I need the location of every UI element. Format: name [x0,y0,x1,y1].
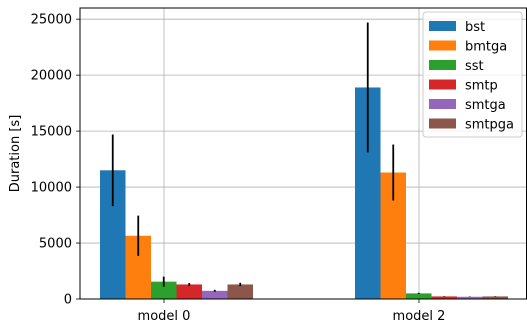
bar-smtp [176,284,202,299]
bar-sst [406,293,432,299]
legend-swatch [429,21,456,31]
legend-label: smtga [465,98,506,113]
x-tick-label: model 2 [393,309,446,324]
bar-smtpga [482,296,508,299]
y-tick-label: 15000 [31,125,72,140]
legend-label: bst [465,20,485,35]
legend-swatch [429,40,456,51]
legend-label: sst [465,59,484,74]
legend-swatch [429,99,456,109]
legend: bst bmtga sst smtp smtga smtpga [422,11,523,138]
bar-sst [151,281,177,299]
y-tick-label: 10000 [31,181,72,196]
bars [100,87,508,299]
y-tick-label: 25000 [31,13,72,28]
x-tick-label: model 0 [138,309,191,324]
bar-smtga [457,296,483,299]
y-tick-label: 0 [64,293,72,308]
grid-lines [80,8,527,300]
bar-smtpga [227,284,253,299]
legend-label: smtpga [465,118,514,133]
y-tick-label: 5000 [39,237,72,252]
legend-swatch [429,118,456,129]
legend-label: smtp [465,79,498,94]
y-axis-label: Duration [s] [8,115,23,193]
legend-swatch [429,79,456,90]
bar-smtp [431,296,457,299]
bar-smtga [202,290,228,299]
legend-label: bmtga [465,40,507,55]
legend-swatch [429,60,456,70]
x-axis: model 0 model 2 [138,299,446,324]
error-bars [111,22,497,297]
y-axis: 0 5000 10000 15000 20000 25000 [31,13,80,308]
y-tick-label: 20000 [31,69,72,84]
